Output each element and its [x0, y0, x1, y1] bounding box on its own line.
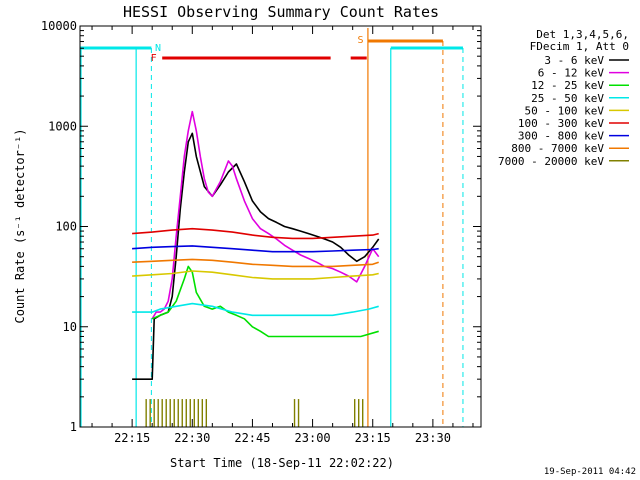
legend-entry-label: 25 - 50 keV	[531, 92, 604, 105]
legend-entry-label: 3 - 6 keV	[544, 54, 604, 67]
series-300-800-kev-line	[132, 245, 379, 253]
legend-entry-label: 50 - 100 keV	[525, 104, 605, 117]
y-tick-label: 100	[55, 220, 77, 234]
footer-timestamp: 19-Sep-2011 04:42	[544, 467, 636, 477]
legend-entry-label: 7000 - 20000 keV	[498, 155, 604, 168]
legend-entry-label: 300 - 800 keV	[518, 130, 604, 143]
x-tick-label: 23:00	[295, 431, 331, 445]
y-tick-label: 10	[63, 320, 77, 334]
x-tick-label: 23:15	[355, 431, 391, 445]
legend: Det 1,3,4,5,6,FDecim 1, Att 03 - 6 keV6 …	[498, 28, 629, 168]
plot-area	[132, 110, 380, 427]
y-tick-label: 10000	[41, 19, 77, 33]
series-800-7000-kev-line	[132, 258, 379, 268]
axes: 1 10 100 1000 10000 22:15 22:30 22:45 23:00 23:15…	[41, 19, 481, 445]
series-12-25-kev-line	[151, 265, 379, 338]
background-flags: NF S	[80, 28, 464, 427]
night-flag-label: N	[155, 43, 161, 54]
series-25-50-kev-line	[132, 302, 379, 317]
series-3-6-kev-line	[132, 132, 380, 381]
series-50-100-kev-line	[132, 270, 379, 280]
y-tick-label: 1000	[48, 119, 77, 133]
legend-entry-label: 800 - 7000 keV	[511, 142, 604, 155]
y-axis-label: Count Rate (s⁻¹ detector⁻¹)	[13, 128, 27, 323]
plot-frame	[79, 25, 482, 428]
x-tick-label: 23:30	[415, 431, 451, 445]
x-tick-label: 22:15	[114, 431, 150, 445]
flare-flag-label: F	[151, 53, 157, 64]
legend-header: FDecim 1, Att 0	[530, 40, 629, 53]
x-tick-label: 22:30	[174, 431, 210, 445]
legend-header: Det 1,3,4,5,6,	[536, 28, 629, 41]
x-axis-label: Start Time (18-Sep-11 22:02:22)	[170, 456, 394, 470]
series-100-300-kev-line	[132, 227, 379, 240]
y-tick-label: 1	[70, 420, 77, 434]
legend-entry-label: 100 - 300 keV	[518, 117, 604, 130]
legend-entry-label: 6 - 12 keV	[538, 67, 605, 80]
chart-title: HESSI Observing Summary Count Rates	[123, 3, 439, 21]
x-tick-label: 22:45	[234, 431, 270, 445]
legend-entry-label: 12 - 25 keV	[531, 79, 604, 92]
saa-flag-label: S	[357, 35, 363, 46]
